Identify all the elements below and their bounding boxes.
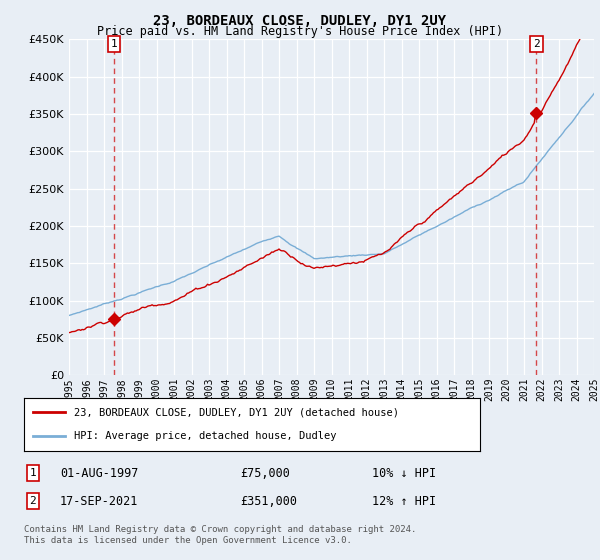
Text: 2: 2 [29, 496, 37, 506]
Text: 1: 1 [29, 468, 37, 478]
Text: 1: 1 [111, 39, 118, 49]
Text: 17-SEP-2021: 17-SEP-2021 [60, 494, 139, 508]
Text: Price paid vs. HM Land Registry's House Price Index (HPI): Price paid vs. HM Land Registry's House … [97, 25, 503, 38]
Text: 2: 2 [533, 39, 540, 49]
Text: £75,000: £75,000 [240, 466, 290, 480]
Text: 01-AUG-1997: 01-AUG-1997 [60, 466, 139, 480]
Text: 12% ↑ HPI: 12% ↑ HPI [372, 494, 436, 508]
Text: 23, BORDEAUX CLOSE, DUDLEY, DY1 2UY: 23, BORDEAUX CLOSE, DUDLEY, DY1 2UY [154, 14, 446, 28]
Text: 10% ↓ HPI: 10% ↓ HPI [372, 466, 436, 480]
Text: HPI: Average price, detached house, Dudley: HPI: Average price, detached house, Dudl… [74, 431, 337, 441]
Text: Contains HM Land Registry data © Crown copyright and database right 2024.
This d: Contains HM Land Registry data © Crown c… [24, 525, 416, 545]
Text: £351,000: £351,000 [240, 494, 297, 508]
Text: 23, BORDEAUX CLOSE, DUDLEY, DY1 2UY (detached house): 23, BORDEAUX CLOSE, DUDLEY, DY1 2UY (det… [74, 408, 399, 418]
